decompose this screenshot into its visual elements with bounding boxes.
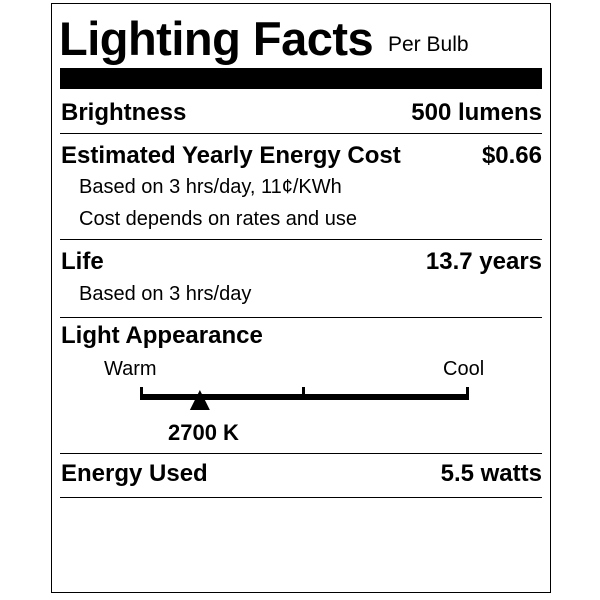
energy-cost-note: Based on 3 hrs/day, 11¢/KWh: [79, 176, 342, 198]
scale-marker-triangle: [189, 390, 210, 410]
scale-tick-right: [466, 387, 469, 400]
appearance-label: Light Appearance: [61, 322, 263, 349]
label-subtitle: Per Bulb: [388, 33, 469, 56]
warm-label: Warm: [104, 358, 157, 380]
lighting-facts-label: [51, 3, 551, 593]
divider: [60, 133, 542, 134]
cool-label: Cool: [443, 358, 485, 380]
energy-cost-value: $0.66: [481, 142, 542, 169]
life-value: 13.7 years: [425, 248, 542, 275]
energy-cost-label: Estimated Yearly Energy Cost: [61, 142, 401, 169]
divider: [60, 239, 542, 240]
divider: [60, 317, 542, 318]
energy-used-value: 5.5 watts: [440, 460, 542, 487]
life-note: Based on 3 hrs/day: [79, 283, 252, 305]
appearance-value: 2700 K: [168, 420, 239, 445]
title-bar: [60, 68, 542, 89]
energy-cost-note: Cost depends on rates and use: [79, 208, 357, 230]
scale-tick-left: [140, 387, 143, 400]
divider: [60, 497, 542, 498]
energy-used-label: Energy Used: [61, 460, 208, 487]
brightness-value: 500 lumens: [411, 99, 542, 126]
divider: [60, 453, 542, 454]
brightness-label: Brightness: [61, 99, 187, 126]
label-title: Lighting Facts: [59, 12, 374, 65]
scale-tick-middle: [302, 387, 305, 400]
life-label: Life: [61, 248, 104, 275]
